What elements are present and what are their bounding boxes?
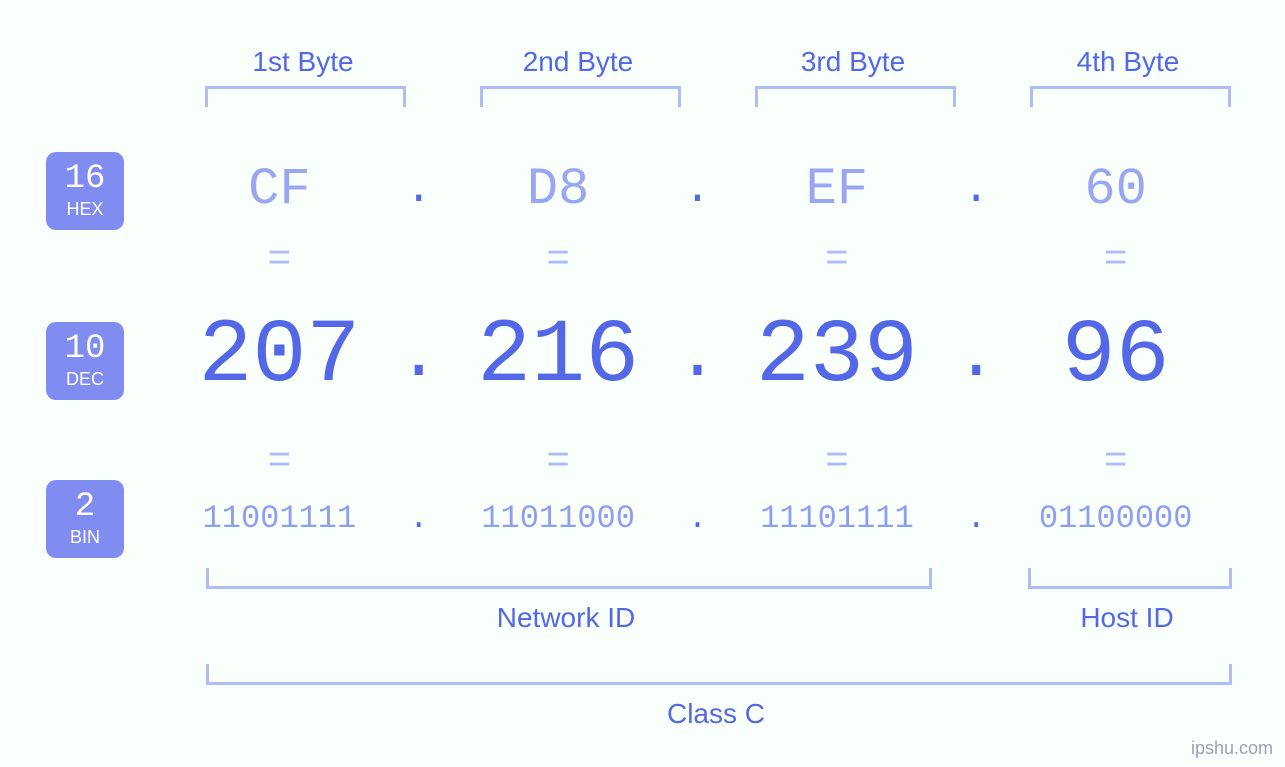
dec-byte-2: 216 [449, 306, 668, 408]
hex-byte-4: 60 [1006, 160, 1225, 219]
dot: . [946, 500, 1006, 537]
dec-byte-3: 239 [728, 306, 947, 408]
dot: . [389, 165, 449, 215]
dot: . [668, 318, 728, 397]
class-bracket [206, 664, 1232, 685]
equals-icon: = [170, 440, 389, 485]
dec-badge-label: DEC [46, 366, 124, 388]
hex-badge-number: 16 [46, 152, 124, 196]
equals-icon: = [449, 440, 668, 485]
hex-byte-1: CF [170, 160, 389, 219]
network-id-label: Network ID [206, 602, 926, 634]
dot: . [389, 500, 449, 537]
byte-header-4: 4th Byte [1008, 46, 1248, 78]
hex-row: CF . D8 . EF . 60 [170, 160, 1225, 219]
top-bracket-1 [205, 86, 406, 107]
top-bracket-3 [755, 86, 956, 107]
dec-badge: 10 DEC [46, 322, 124, 400]
hex-byte-3: EF [728, 160, 947, 219]
network-id-bracket [206, 568, 932, 589]
host-id-label: Host ID [1028, 602, 1226, 634]
bin-byte-4: 01100000 [1006, 500, 1225, 537]
byte-header-1: 1st Byte [183, 46, 423, 78]
byte-header-3: 3rd Byte [733, 46, 973, 78]
hex-byte-2: D8 [449, 160, 668, 219]
hex-badge-label: HEX [46, 196, 124, 218]
bin-badge-number: 2 [46, 480, 124, 524]
eq-row-hex-dec: =. =. =. = [170, 238, 1225, 283]
bin-byte-1: 11001111 [170, 500, 389, 537]
equals-icon: = [1006, 238, 1225, 283]
top-bracket-4 [1030, 86, 1231, 107]
bin-row: 11001111 . 11011000 . 11101111 . 0110000… [170, 500, 1225, 537]
dot: . [668, 500, 728, 537]
dec-row: 207 . 216 . 239 . 96 [170, 306, 1225, 408]
equals-icon: = [170, 238, 389, 283]
top-bracket-2 [480, 86, 681, 107]
dot: . [389, 318, 449, 397]
byte-header-2: 2nd Byte [458, 46, 698, 78]
bin-badge: 2 BIN [46, 480, 124, 558]
equals-icon: = [1006, 440, 1225, 485]
bin-byte-2: 11011000 [449, 500, 668, 537]
bin-badge-label: BIN [46, 524, 124, 546]
dec-badge-number: 10 [46, 322, 124, 366]
hex-badge: 16 HEX [46, 152, 124, 230]
dec-byte-1: 207 [170, 306, 389, 408]
dec-byte-4: 96 [1006, 306, 1225, 408]
bin-byte-3: 11101111 [728, 500, 947, 537]
host-id-bracket [1028, 568, 1232, 589]
dot: . [668, 165, 728, 215]
dot: . [946, 165, 1006, 215]
equals-icon: = [728, 440, 947, 485]
eq-row-dec-bin: =. =. =. = [170, 440, 1225, 485]
equals-icon: = [449, 238, 668, 283]
watermark: ipshu.com [1191, 738, 1273, 759]
equals-icon: = [728, 238, 947, 283]
class-label: Class C [206, 698, 1226, 730]
dot: . [946, 318, 1006, 397]
